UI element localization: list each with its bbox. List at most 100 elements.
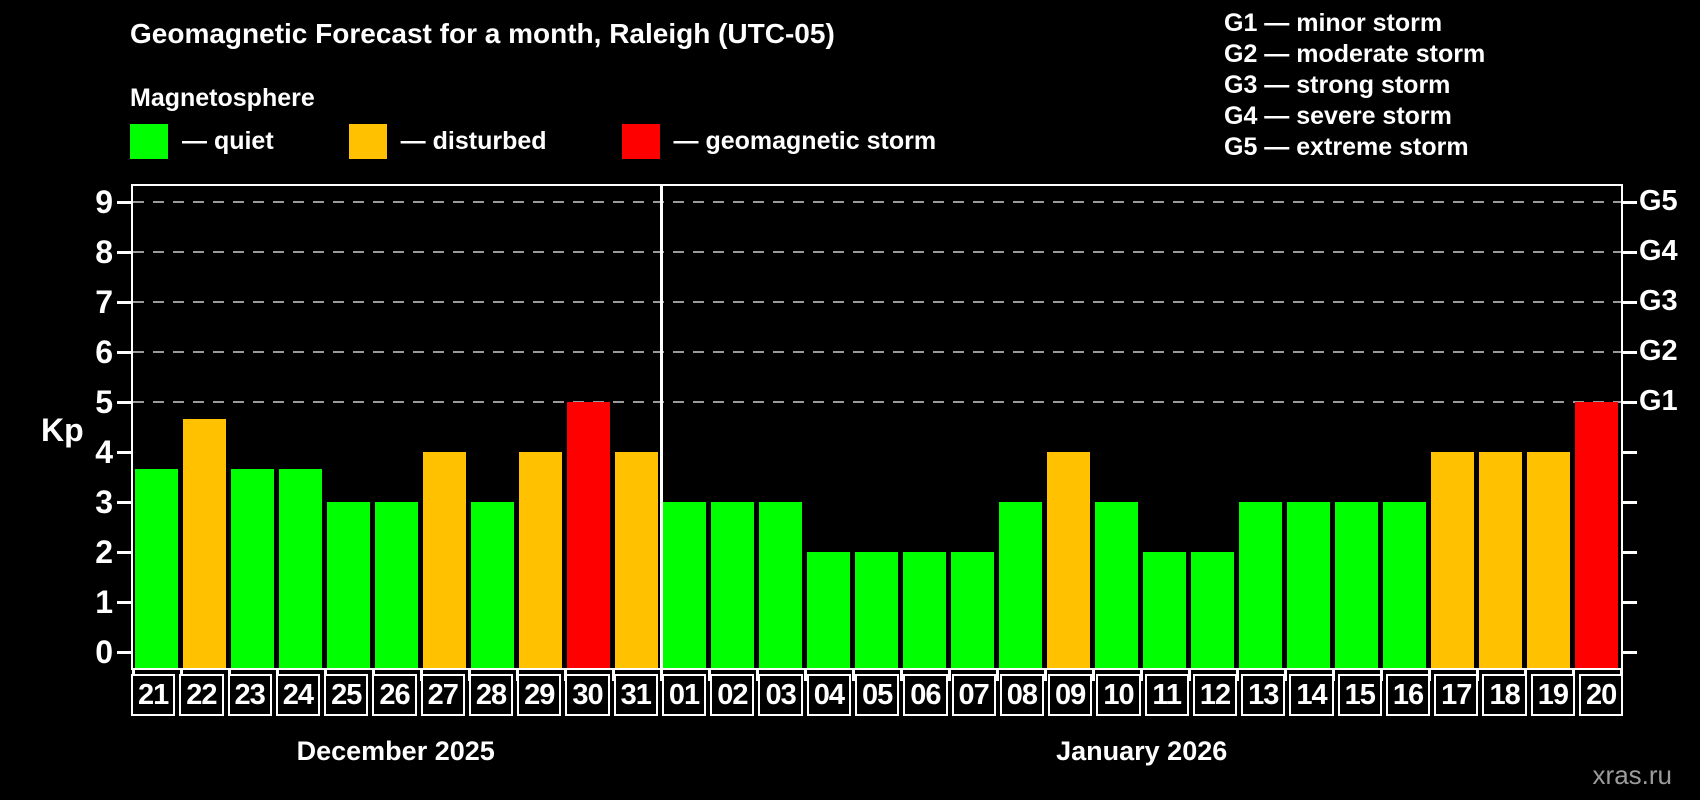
day-label-january-10: 10: [1096, 674, 1141, 716]
bar-slot-december-26: [373, 186, 421, 668]
bar-slot-december-25: [325, 186, 373, 668]
kp-bar-december-30: [567, 402, 610, 668]
y-axis-label-2: 2: [95, 534, 113, 570]
g-scale-legend: G1 — minor storm G2 — moderate storm G3 — …: [1224, 8, 1485, 163]
y-axis-label-3: 3: [95, 484, 113, 520]
bar-slot-january-12: [1189, 186, 1237, 668]
bar-slot-january-15: [1333, 186, 1381, 668]
kp-bar-january-04: [807, 552, 850, 668]
gridline-kp8: [133, 251, 1621, 253]
bar-slot-december-23: [229, 186, 277, 668]
g-level-label-g2: G2: [1639, 335, 1678, 367]
legend-item-disturbed: — disturbed: [348, 124, 547, 159]
gridline-kp7: [133, 301, 1621, 303]
kp-bar-january-02: [711, 502, 754, 668]
month-separator-line: [659, 186, 663, 668]
day-label-january-01: 01: [661, 674, 707, 716]
right-axis-tick-6: [1623, 351, 1637, 354]
y-axis-tick-6: [117, 351, 131, 354]
bar-slot-december-21: [133, 186, 181, 668]
kp-bar-december-25: [327, 502, 370, 668]
g-level-label-g5: G5: [1639, 185, 1678, 217]
kp-bar-december-31: [615, 452, 658, 668]
right-axis-tick-5: [1623, 401, 1637, 404]
day-label-january-07: 07: [951, 674, 996, 716]
kp-bar-december-22: [183, 418, 226, 668]
kp-bar-december-24: [279, 468, 322, 668]
legend-item-storm: — geomagnetic storm: [621, 124, 936, 159]
y-axis-tick-2: [117, 551, 131, 554]
magnetosphere-legend: — quiet — disturbed — geomagnetic storm: [130, 124, 1011, 159]
kp-bar-january-01: [663, 502, 706, 668]
day-label-december-23: 23: [227, 674, 272, 716]
day-label-row: 21 22 23 24 25 26 27 28 29 30 31 01 02 03 04 05 06 07 08 09…: [131, 674, 1624, 716]
bar-slot-december-31: [613, 186, 661, 668]
x-axis-tick-11: [660, 670, 663, 681]
y-axis-tick-4: [117, 451, 131, 454]
kp-bar-january-16: [1383, 502, 1426, 668]
day-label-january-06: 06: [903, 674, 948, 716]
bar-slot-december-27: [421, 186, 469, 668]
kp-bar-december-29: [519, 452, 562, 668]
y-axis-tick-5: [117, 401, 131, 404]
bar-slot-december-28: [469, 186, 517, 668]
right-axis-tick-0: [1623, 651, 1637, 654]
right-axis-tick-9: [1623, 201, 1637, 204]
g-legend-line-5: G5 — extreme storm: [1224, 133, 1469, 161]
bar-slot-january-02: [709, 186, 757, 668]
legend-item-quiet: — quiet: [130, 124, 274, 159]
day-label-december-31: 31: [613, 674, 658, 716]
chart-subtitle: Magnetosphere: [130, 84, 315, 112]
kp-bar-january-06: [903, 552, 946, 668]
day-label-january-19: 19: [1530, 674, 1575, 716]
day-label-december-26: 26: [372, 674, 417, 716]
y-axis-label-1: 1: [95, 584, 113, 620]
kp-bar-january-07: [951, 552, 994, 668]
bar-slot-december-22: [181, 186, 229, 668]
day-label-december-27: 27: [420, 674, 465, 716]
kp-bar-january-05: [855, 552, 898, 668]
x-axis-tick-18: [996, 670, 999, 681]
y-axis-label-9: 9: [95, 184, 113, 220]
day-label-january-13: 13: [1241, 674, 1286, 716]
kp-bar-december-27: [423, 452, 466, 668]
y-axis-label-6: 6: [95, 334, 113, 370]
month-label-december-2025: December 2025: [296, 736, 495, 766]
g-legend-line-4: G4 — severe storm: [1224, 102, 1452, 130]
bar-slot-january-20: [1573, 186, 1621, 668]
x-axis-tick-16: [900, 670, 903, 681]
right-axis-tick-7: [1623, 301, 1637, 304]
plot-area: 0 1 2 3 4 5 6 7 8 9 G1 G2 G3 G4 G5: [95, 186, 1678, 681]
legend-label-quiet: — quiet: [182, 127, 274, 155]
day-label-january-09: 09: [1048, 674, 1093, 716]
g-level-label-g4: G4: [1639, 235, 1678, 267]
bar-slot-january-16: [1381, 186, 1429, 668]
day-label-january-20: 20: [1578, 674, 1624, 716]
right-axis-tick-8: [1623, 251, 1637, 254]
watermark: xras.ru: [1592, 760, 1672, 790]
legend-swatch-storm: [621, 124, 660, 159]
y-axis-tick-8: [117, 251, 131, 254]
g-legend-line-3: G3 — strong storm: [1224, 71, 1451, 99]
day-label-december-30: 30: [565, 674, 610, 716]
right-axis-tick-2: [1623, 551, 1637, 554]
bar-slot-january-19: [1525, 186, 1573, 668]
day-label-january-04: 04: [806, 674, 851, 716]
day-label-january-18: 18: [1482, 674, 1527, 716]
bar-slot-january-03: [757, 186, 805, 668]
gridline-kp5: [133, 401, 1621, 403]
bar-slot-january-06: [901, 186, 949, 668]
x-axis-tick-22: [1188, 670, 1191, 681]
bar-slot-december-30: [565, 186, 613, 668]
g-level-label-g3: G3: [1639, 285, 1678, 317]
x-axis-tick-13: [756, 670, 759, 681]
g-level-label-g1: G1: [1639, 385, 1678, 417]
kp-bar-january-20: [1575, 402, 1618, 668]
day-label-january-16: 16: [1385, 674, 1431, 716]
day-label-december-29: 29: [517, 674, 562, 716]
bar-slot-january-04: [805, 186, 853, 668]
x-axis-tick-24: [1284, 670, 1287, 681]
kp-bar-january-19: [1527, 452, 1570, 668]
kp-bar-december-23: [231, 468, 274, 668]
